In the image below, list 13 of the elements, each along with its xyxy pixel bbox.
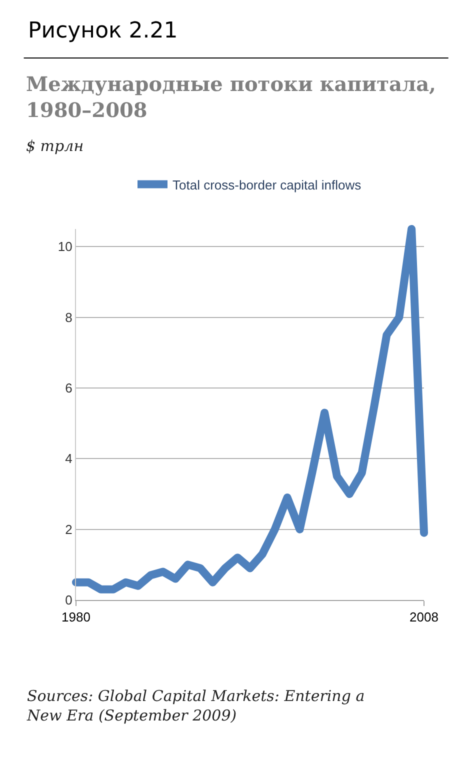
y-tick-label: 4 (65, 451, 72, 466)
y-tick-label: 0 (65, 592, 72, 608)
y-axis-title: $ трлн (26, 137, 84, 155)
y-tick-label: 6 (65, 380, 72, 396)
source-note: Sources: Global Capital Markets: Entering a New Era (September 2009) (26, 687, 365, 724)
legend-label: Total cross-border capital inflows (172, 177, 362, 192)
y-tick-label: 2 (65, 522, 72, 537)
chart-title: Рисунок 2.21 (28, 18, 178, 44)
x-tick-label: 1980 (62, 610, 90, 625)
x-tick-label: 2008 (410, 610, 438, 625)
y-tick-label: 10 (58, 239, 72, 254)
chart-subtitle: Международные потоки капитала, 1980–2008 (26, 72, 436, 122)
y-tick-label: 8 (65, 310, 72, 325)
